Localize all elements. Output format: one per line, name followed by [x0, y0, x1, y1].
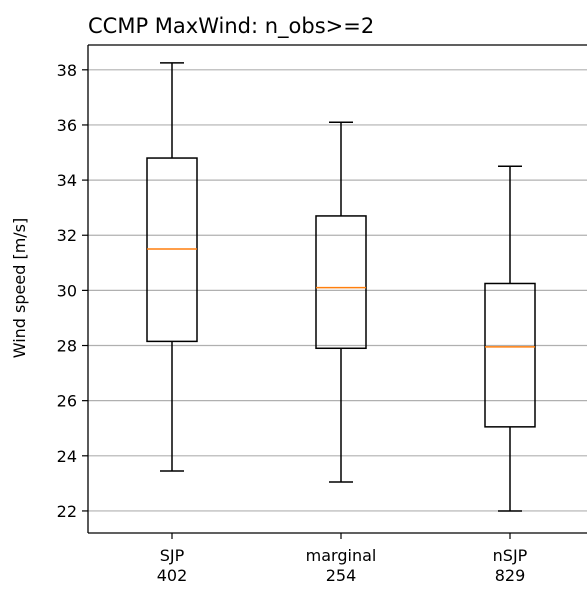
y-tick-label: 26	[57, 392, 77, 411]
iqr-box	[315, 215, 367, 350]
x-tick-label: SJP	[160, 546, 185, 565]
y-tick-label: 32	[57, 226, 77, 245]
axes	[87, 44, 587, 534]
y-tick-label: 36	[57, 116, 77, 135]
x-tick-count: 402	[157, 566, 188, 585]
chart-title: CCMP MaxWind: n_obs>=2	[88, 14, 374, 39]
box-SJP	[146, 62, 198, 472]
box-marginal	[315, 121, 367, 483]
y-tick-label: 22	[57, 502, 77, 521]
grid-lines	[88, 69, 587, 512]
y-axis-label: Wind speed [m/s]	[10, 218, 29, 359]
y-ticks: 22 24 26 28 30 32 34 36 38	[57, 61, 88, 521]
y-tick-label: 28	[57, 337, 77, 356]
y-tick-label: 24	[57, 447, 77, 466]
y-tick-label: 34	[57, 171, 77, 190]
boxes	[146, 62, 536, 512]
iqr-box	[484, 282, 536, 428]
x-tick-label: marginal	[306, 546, 377, 565]
x-tick-count: 829	[495, 566, 526, 585]
box-nSJP	[484, 165, 536, 512]
x-tick-count: 254	[326, 566, 357, 585]
x-tick-label: nSJP	[493, 546, 528, 565]
y-tick-label: 30	[57, 281, 77, 300]
y-tick-label: 38	[57, 61, 77, 80]
